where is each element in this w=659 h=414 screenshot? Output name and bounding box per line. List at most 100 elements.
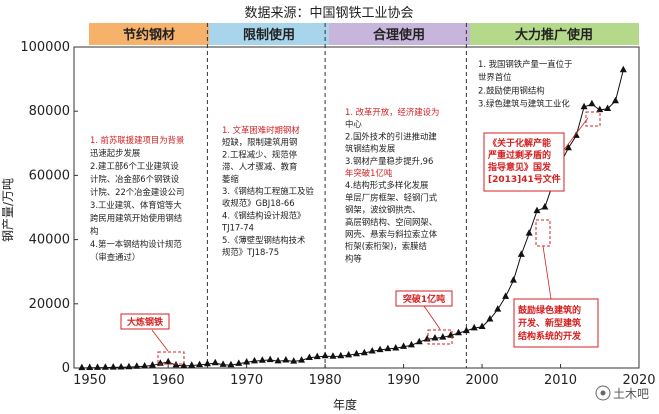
period-3-note-line: 网壳、悬索与斜拉索立体: [345, 229, 438, 239]
data-point-triangle: [258, 356, 266, 363]
period-3-note-line: 年突破1亿吨: [345, 168, 393, 178]
period-1-note-line: 迅速起步发展: [90, 148, 141, 158]
callout-policy-line-2: 严重过剩矛盾的: [487, 149, 551, 161]
data-point-triangle: [494, 305, 502, 312]
data-point-triangle: [250, 356, 258, 364]
series-line: [81, 69, 624, 369]
data-point-triangle: [274, 356, 282, 364]
period-bands: 节约钢材 限制使用 合理使用 大力推广使用: [89, 23, 639, 45]
period-2-note-line: 规范》TJ18-75: [222, 247, 279, 257]
data-point-triangle: [345, 350, 353, 358]
period-2-note-line: 萎缩: [222, 174, 239, 184]
highlight-box-1996: [427, 329, 453, 345]
data-point-triangle: [455, 328, 463, 336]
period-4-note-line: 2.鼓励使用钢结构: [478, 85, 545, 95]
period-3-note-line: 2.国外技术的引进推动建: [345, 131, 437, 141]
y-tick-label: 80000: [29, 104, 70, 119]
x-tick-label: 2010: [544, 373, 577, 388]
period-1-note-line: 跨民用建筑开始使用钢结: [90, 213, 182, 223]
data-point-triangle: [313, 352, 321, 360]
data-point-triangle: [588, 99, 596, 107]
y-tick-label: 60000: [29, 168, 70, 183]
source-title: 数据来源：中国钢铁工业协会: [244, 6, 413, 21]
data-point-triangle: [400, 342, 408, 349]
data-point-triangle: [533, 206, 541, 214]
data-point-triangle: [78, 363, 86, 371]
x-axis: 1950 1960 1970 1980 1990 2000 2010 2020: [73, 364, 656, 388]
series-steel-production: [78, 65, 627, 371]
period-label-4: 大力推广使用: [515, 27, 593, 43]
period-2-note-line: TJ17-74: [221, 223, 254, 233]
watermark-text: 土木吧: [613, 387, 649, 401]
data-point-triangle: [376, 345, 384, 353]
data-point-triangle: [509, 276, 517, 283]
data-point-triangle: [541, 203, 549, 210]
period-3-note-line: 桁架(索桁架)，索膜结: [345, 241, 427, 251]
data-point-triangle: [101, 363, 109, 370]
data-point-triangle: [141, 361, 149, 369]
period-3-note-line: 构等: [345, 253, 362, 263]
data-point-triangle: [392, 343, 400, 351]
x-axis-label: 年度: [333, 397, 357, 412]
period-4-note-line: 1. 我国钢铁产量一直位于: [478, 59, 572, 69]
period-band-1: [89, 23, 209, 45]
y-axis-label: 钢产量/万吨: [1, 178, 15, 242]
period-1-note-line: （审查通过）: [90, 252, 140, 262]
callout-policy-line-3: 指导意见》国发: [488, 161, 552, 173]
callout-tupo-yiyi-text: 突破1亿吨: [403, 293, 445, 305]
data-point-triangle: [462, 326, 470, 334]
data-point-triangle: [203, 359, 211, 367]
period-band-2: [209, 23, 329, 45]
data-point-triangle: [227, 360, 235, 368]
data-point-triangle: [196, 360, 204, 368]
period-label-3: 合理使用: [373, 27, 425, 43]
period-3-note-line: 钢架，波纹钢拱壳、: [345, 205, 420, 215]
data-point-triangle: [243, 357, 251, 365]
data-point-triangle: [423, 334, 431, 342]
data-point-triangle: [321, 351, 329, 359]
callout-green-line-1: 鼓励绿色建筑的: [518, 304, 581, 316]
watermark-icon-dot: [600, 390, 606, 396]
period-1-note-line: 计院、22个冶金建设公司: [90, 187, 184, 197]
period-1-note-line: 1. 前苏联援建项目为背景: [90, 135, 184, 145]
period-3-note-line: 中心: [345, 119, 362, 129]
data-point-triangle: [470, 323, 478, 331]
y-axis: 0 20000 40000 60000 80000 100000: [20, 40, 78, 376]
data-point-triangle: [439, 333, 447, 340]
data-point-triangle: [109, 363, 117, 370]
period-3-note-line: 1. 改革开放，经济建设为: [345, 107, 439, 117]
data-point-triangle: [525, 229, 533, 236]
period-3-note-line: 单层厂房框架、轻钢门式: [345, 192, 438, 202]
data-point-triangle: [337, 351, 345, 359]
data-point-triangle: [580, 102, 588, 110]
data-point-triangle: [219, 360, 227, 367]
period-band-4: [470, 23, 639, 45]
period-1-note-line: 构: [90, 226, 98, 236]
period-4-note-line: 3.绿色建筑与建筑工业化: [478, 99, 570, 109]
data-point-triangle: [125, 362, 133, 370]
data-point-triangle: [188, 361, 196, 368]
period-2-note-line: 4.《钢结构设计规范》: [222, 210, 305, 220]
period-1-note-line: 计院、冶金部6个钢铁设: [90, 174, 180, 184]
data-point-triangle: [596, 105, 604, 113]
data-point-triangle: [478, 322, 486, 329]
period-2-note-line: 3.《钢结构工程施工及验: [222, 186, 314, 196]
period-2-note-line: 5.《薄壁型钢结构技术: [222, 235, 306, 245]
highlight-box-dalian: [157, 351, 185, 365]
data-point-triangle: [290, 357, 298, 364]
callout-policy: 《关于化解产能 严重过剩矛盾的 指导意见》国发 [2013]41号文件: [483, 117, 589, 192]
period-1-note-line: 3.工业建筑、体育馆等大: [90, 200, 182, 210]
callout-green-line-2: 开发、新型建筑: [518, 317, 581, 329]
period-band-3: [329, 23, 470, 45]
period-2-note-line: 短缺，限制建筑用钢: [222, 137, 297, 147]
x-tick-label: 2020: [622, 373, 655, 388]
highlight-box-2006: [535, 219, 551, 247]
period-3-note-line: 筑钢结构发展: [345, 144, 396, 154]
x-tick-label: 1960: [152, 373, 185, 388]
data-point-triangle: [298, 356, 306, 363]
highlight-box-2013: [585, 111, 601, 127]
callout-dalian-gang-text: 大炼钢铁: [127, 316, 163, 328]
watermark-icon: [595, 385, 611, 401]
